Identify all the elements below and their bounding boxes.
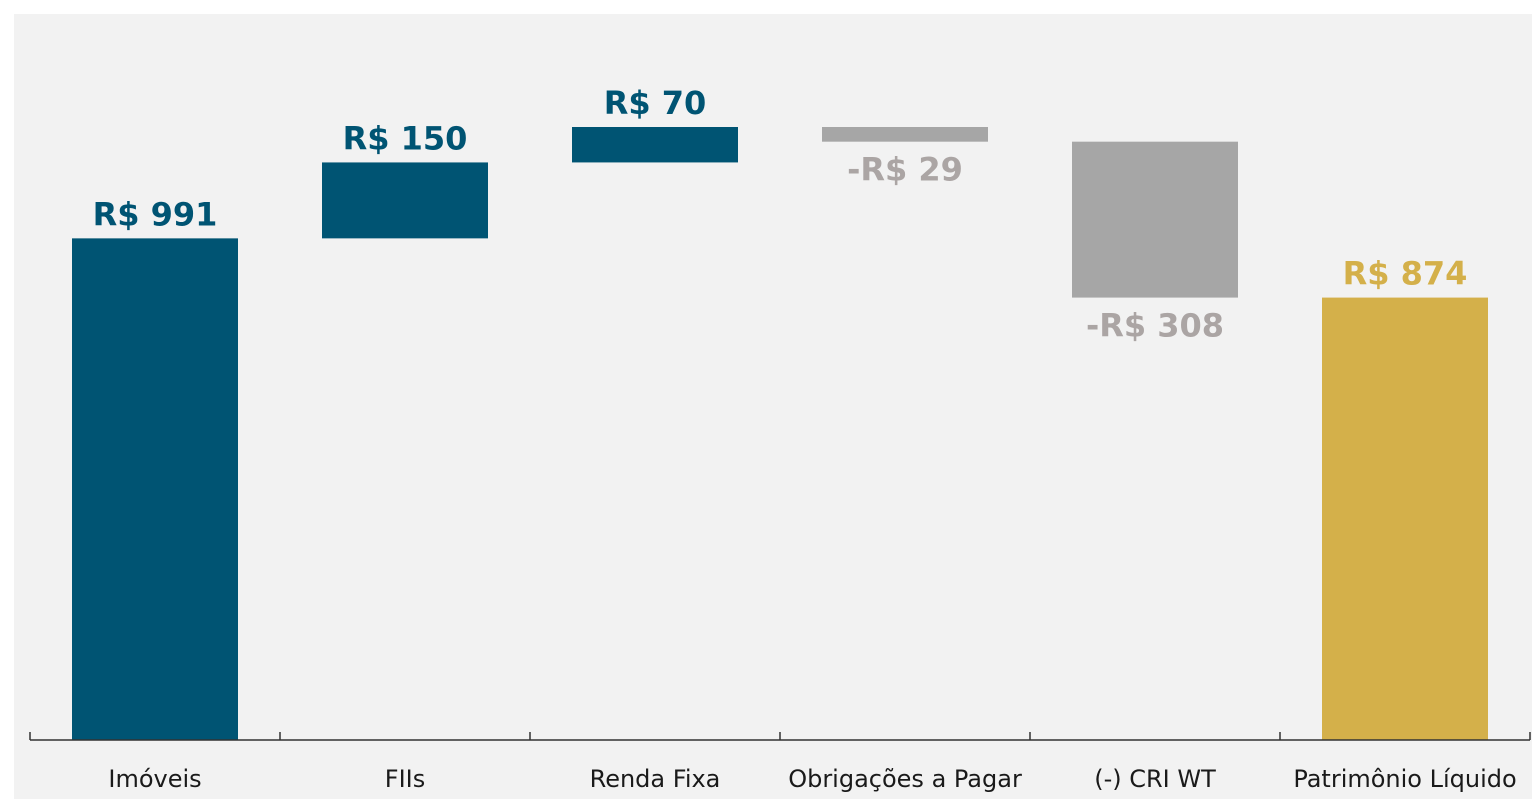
bar (1072, 141, 1238, 298)
bar (572, 127, 738, 163)
bar (322, 162, 488, 239)
x-tick-label: Renda Fixa (590, 765, 721, 793)
x-tick-label: FIIs (385, 765, 425, 793)
value-label: R$ 70 (604, 84, 707, 122)
value-label: R$ 150 (343, 119, 468, 157)
value-label: R$ 991 (93, 195, 218, 233)
x-tick-label: Imóveis (108, 765, 201, 793)
value-label: R$ 874 (1343, 255, 1468, 293)
bar (1322, 297, 1488, 740)
plot-background (14, 14, 1532, 799)
bar (822, 127, 988, 142)
x-tick-label: (-) CRI WT (1094, 765, 1216, 793)
value-label: -R$ 308 (1086, 307, 1224, 345)
value-label: -R$ 29 (847, 151, 963, 189)
x-tick-label: Patrimônio Líquido (1293, 765, 1516, 793)
bar (72, 238, 238, 741)
x-tick-label: Obrigações a Pagar (788, 765, 1022, 793)
